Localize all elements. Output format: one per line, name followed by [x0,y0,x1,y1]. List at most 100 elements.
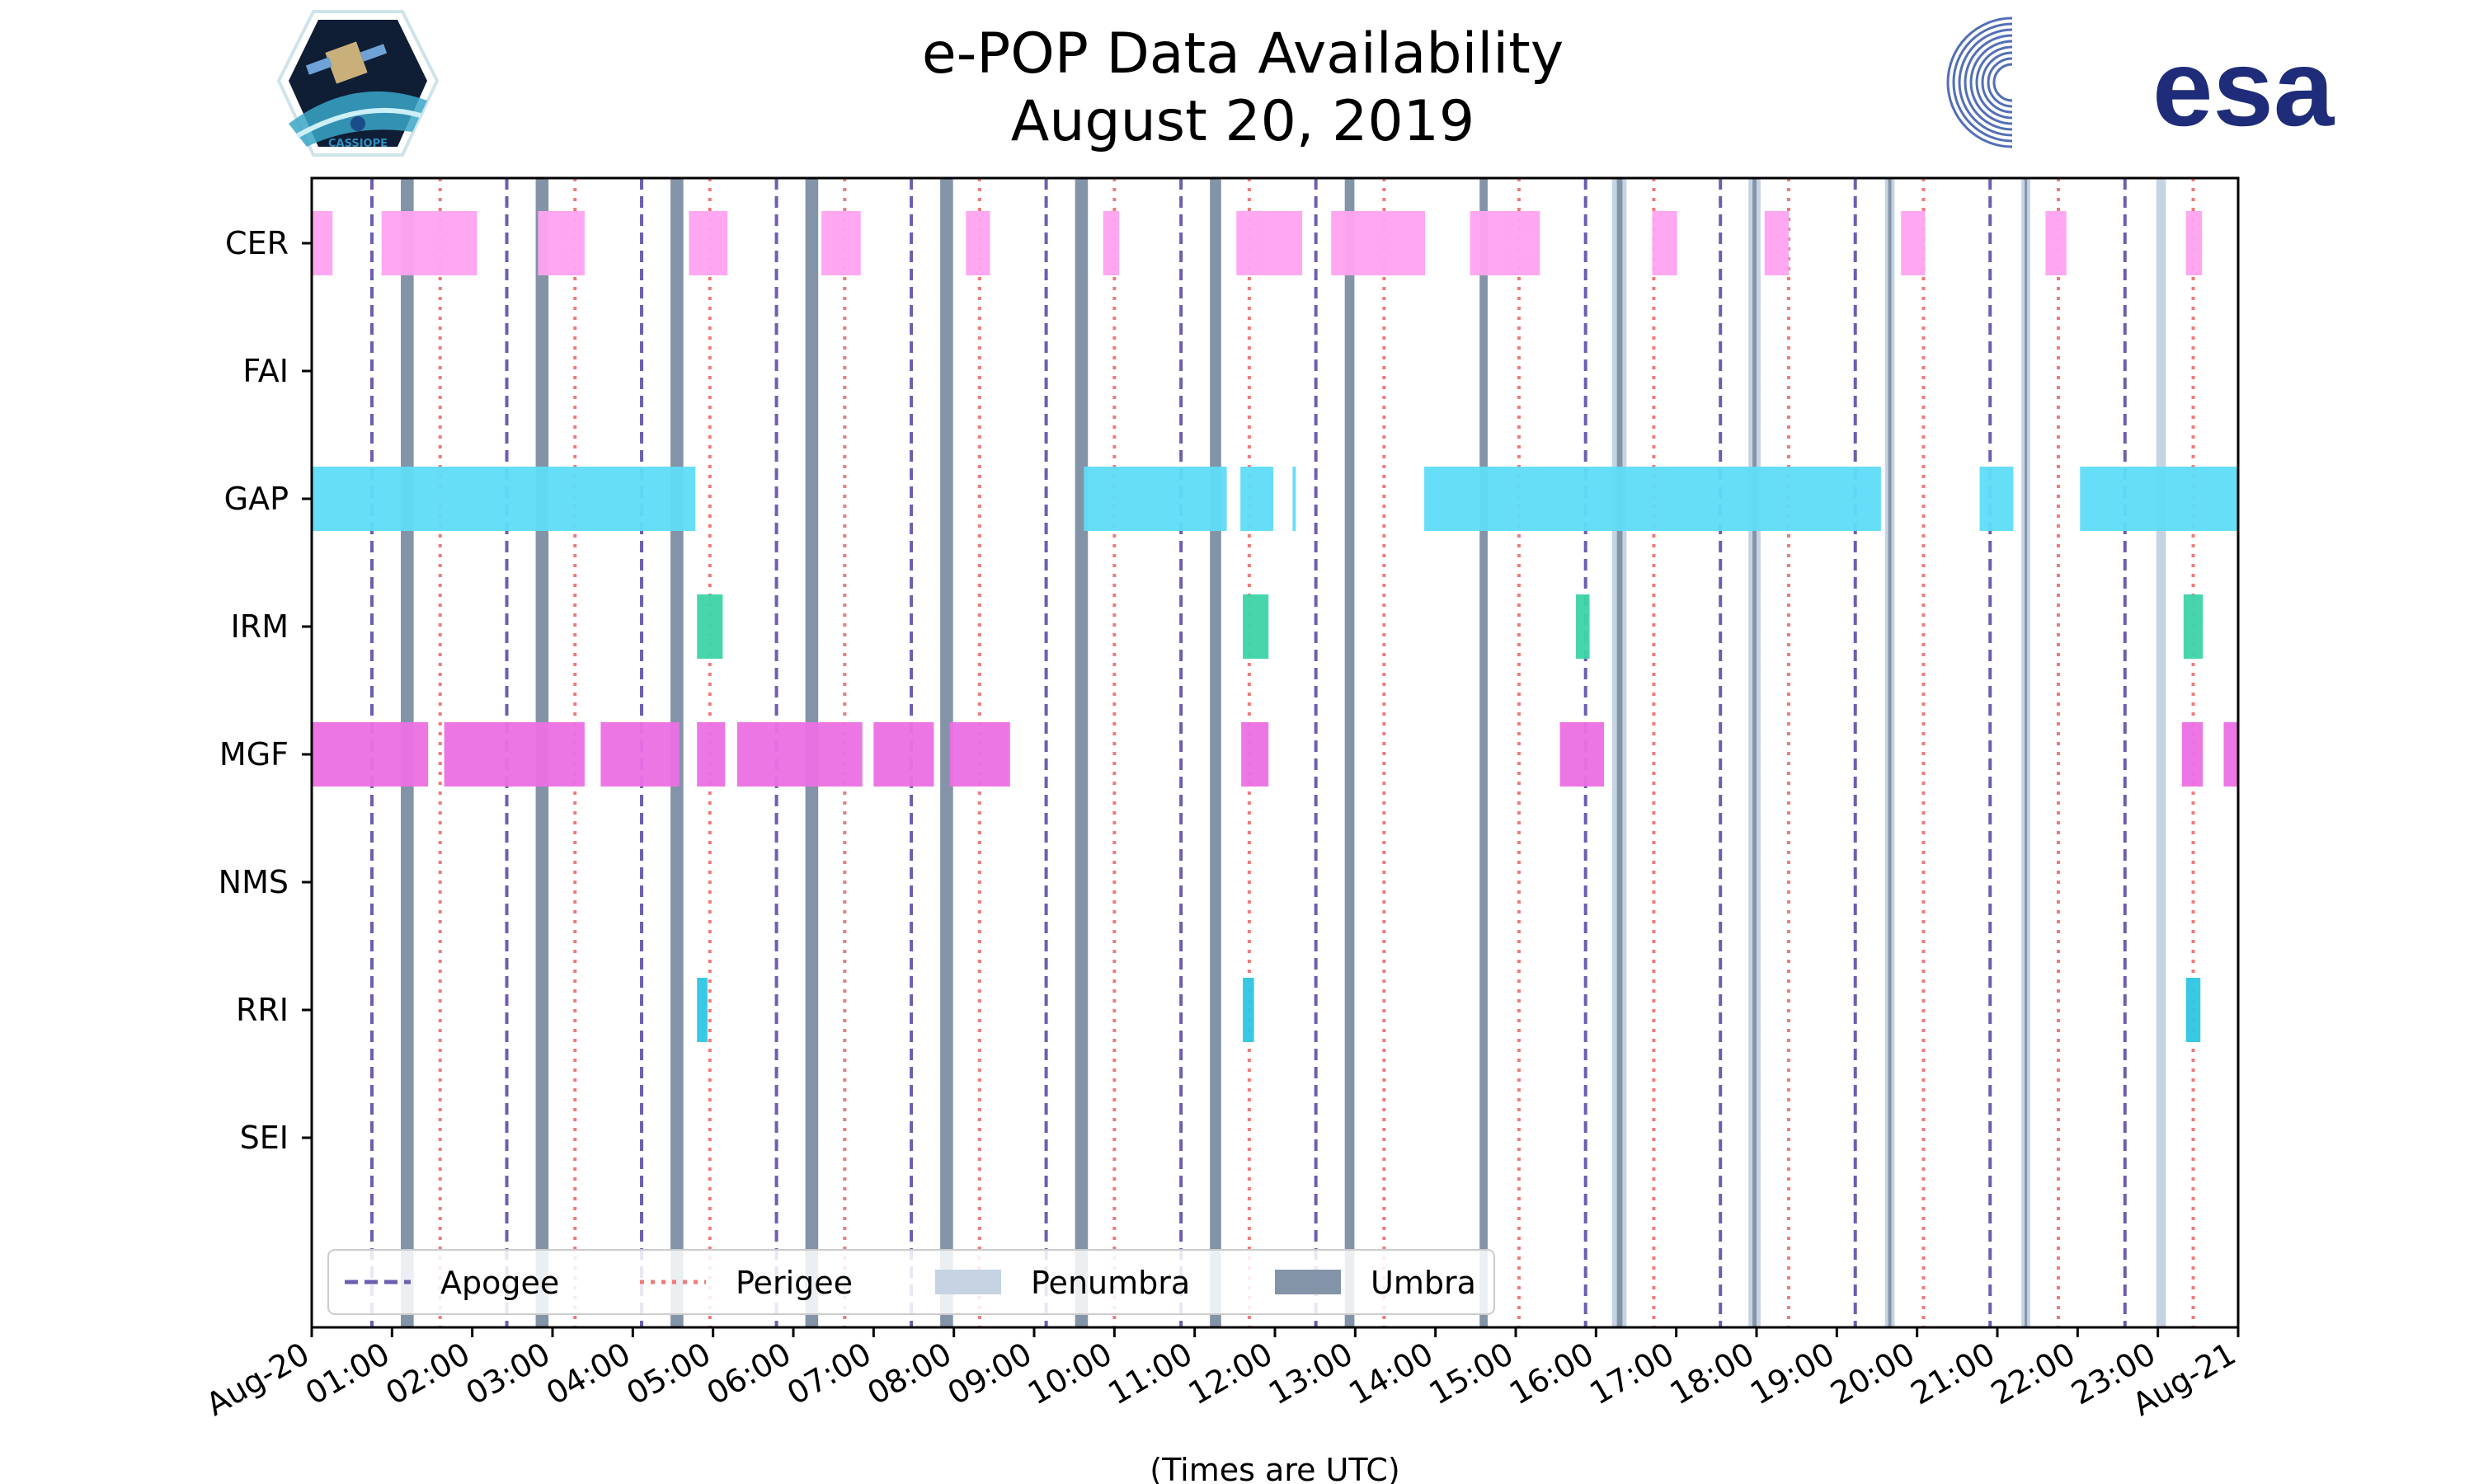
legend-label-penumbra: Penumbra [1031,1265,1190,1301]
esa-logo: esa [1946,16,2335,148]
bar-cer [1901,211,1926,275]
bar-mgf [2181,722,2204,787]
esa-swirl-arc [1987,57,2013,108]
legend-label-perigee: Perigee [736,1265,853,1301]
y-tick-label-cer: CER [225,225,289,261]
bar-cer [966,211,990,275]
bar-mgf [949,722,1010,787]
bar-cer [1236,211,1303,275]
x-tick-label: 08:00 [861,1336,957,1412]
esa-swirl-arc [1958,28,2013,137]
x-tick-label: 13:00 [1263,1336,1359,1412]
esa-swirl-icon [1946,16,2062,148]
bar-cer [2185,211,2203,275]
x-tick-label: 20:00 [1824,1336,1921,1412]
bar-irm [1576,594,1590,659]
x-tick-label: 18:00 [1664,1336,1761,1412]
x-tick-label: 14:00 [1343,1336,1439,1412]
esa-swirl-arc [1952,22,2013,143]
legend-swatch-umbra [1275,1270,1341,1294]
y-tick-label-fai: FAI [242,353,289,389]
bar-gap [1084,467,1227,531]
esa-swirl-center [2012,58,2062,107]
bar-mgf [2223,722,2238,787]
bar-irm [697,594,723,659]
bar-cer [1470,211,1540,275]
bar-cer [1652,211,1677,275]
data-bars-layer [312,211,2238,1042]
x-tick-label: 21:00 [1905,1336,2001,1412]
bar-mgf [600,722,680,787]
bar-irm [1243,594,1269,659]
esa-swirl-arc [1969,40,2013,125]
y-tick-label-irm: IRM [231,608,289,645]
x-tick-label: 02:00 [379,1336,476,1412]
x-tick-label: 11:00 [1102,1336,1198,1412]
chart-subtitle: August 20, 2019 [1011,89,1475,154]
bar-gap [1979,467,2014,531]
bar-cer [381,211,477,275]
bar-rri [2185,978,2201,1042]
y-tick-label-gap: GAP [224,481,289,517]
penumbra-band [2156,178,2166,1327]
legend-swatch-penumbra [935,1270,1001,1294]
chart-title: e-POP Data Availability [922,21,1564,87]
umbra-band [940,178,953,1327]
esa-swirl-arc [1981,51,2013,114]
legend-box [327,1249,1495,1315]
bar-cer [312,211,333,275]
bar-cer [2045,211,2067,275]
bar-rri [697,978,708,1042]
bar-cer [538,211,585,275]
umbra-band [1075,178,1089,1327]
bar-gap [1424,467,1881,531]
bar-gap [1292,467,1296,531]
bar-mgf [697,722,726,787]
bar-gap [1240,467,1274,531]
x-tick-label: 15:00 [1423,1336,1520,1412]
cassiope-logo: CASSIOPE [276,10,440,157]
x-tick-label: 03:00 [460,1336,557,1412]
bar-mgf [312,722,429,787]
y-tick-label-sei: SEI [240,1120,289,1156]
legend: Apogee Perigee Penumbra Umbra [327,1249,1495,1315]
legend-label-umbra: Umbra [1371,1265,1476,1301]
umbra-band [1344,178,1355,1327]
bar-irm [2183,594,2204,659]
x-tick-label: 19:00 [1744,1336,1841,1412]
esa-swirl-arc [1992,63,2013,102]
esa-logo-text: esa [2152,27,2335,148]
cassiope-logo-text: CASSIOPE [328,138,388,150]
legend-label-apogee: Apogee [440,1265,559,1301]
x-tick-label: 05:00 [620,1336,717,1412]
bar-mgf [873,722,934,787]
umbra-band [1752,178,1757,1327]
bar-gap [312,467,696,531]
esa-swirl-arc [1964,34,2013,131]
bar-cer [1764,211,1789,275]
umbra-band [1616,178,1623,1327]
x-tick-label: 17:00 [1583,1336,1680,1412]
esa-swirl-arc [1946,16,2013,148]
bar-mgf [1241,722,1269,787]
x-axis: Aug-2001:0002:0003:0004:0005:0006:0007:0… [200,1327,2242,1423]
y-tick-label-rri: RRI [236,992,289,1028]
x-tick-label: 22:00 [1985,1336,2081,1412]
bar-cer [821,211,861,275]
umbra-band [1888,178,1892,1327]
x-tick-label: 16:00 [1503,1336,1600,1412]
x-tick-label: 09:00 [942,1336,1038,1412]
x-tick-label: 04:00 [540,1336,637,1412]
y-tick-label-mgf: MGF [219,736,289,773]
bar-cer [1103,211,1120,275]
umbra-band [2025,178,2028,1327]
x-tick-label: 01:00 [299,1336,396,1412]
umbra-band [1210,178,1221,1327]
bar-mgf [1559,722,1605,787]
bar-cer [1331,211,1426,275]
bar-mgf [736,722,863,787]
bar-rri [1243,978,1254,1042]
esa-swirl-arc [1975,45,2013,120]
bar-gap [2080,467,2238,531]
